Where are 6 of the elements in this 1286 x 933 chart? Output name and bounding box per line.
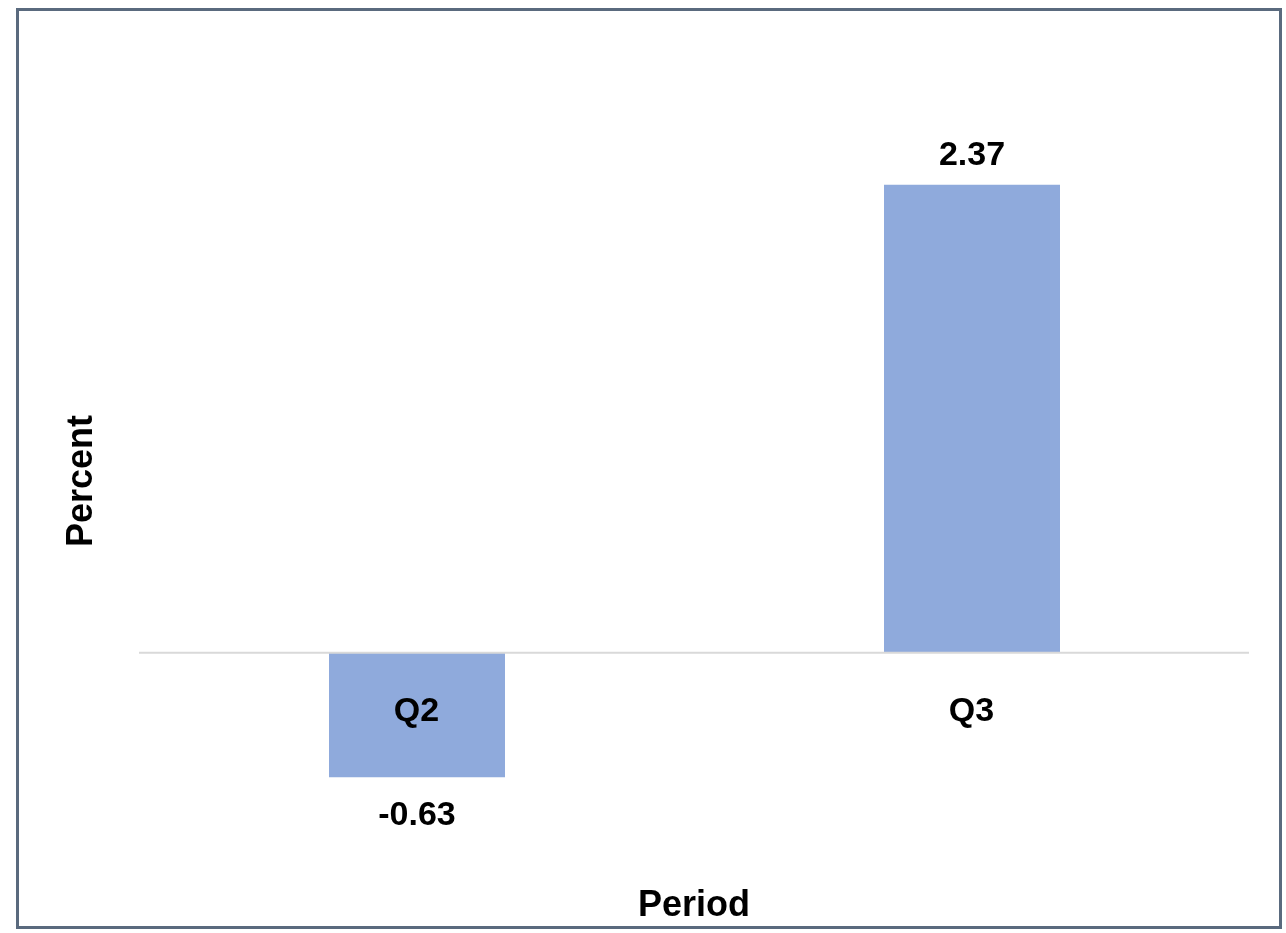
- x-tick-label: Q3: [948, 689, 995, 728]
- x-axis-title: Period: [637, 883, 751, 924]
- data-label: -0.63: [378, 794, 456, 833]
- x-tick-label: Q2: [393, 689, 440, 728]
- data-label: 2.37: [938, 133, 1006, 172]
- y-axis-title: Percent: [58, 414, 100, 548]
